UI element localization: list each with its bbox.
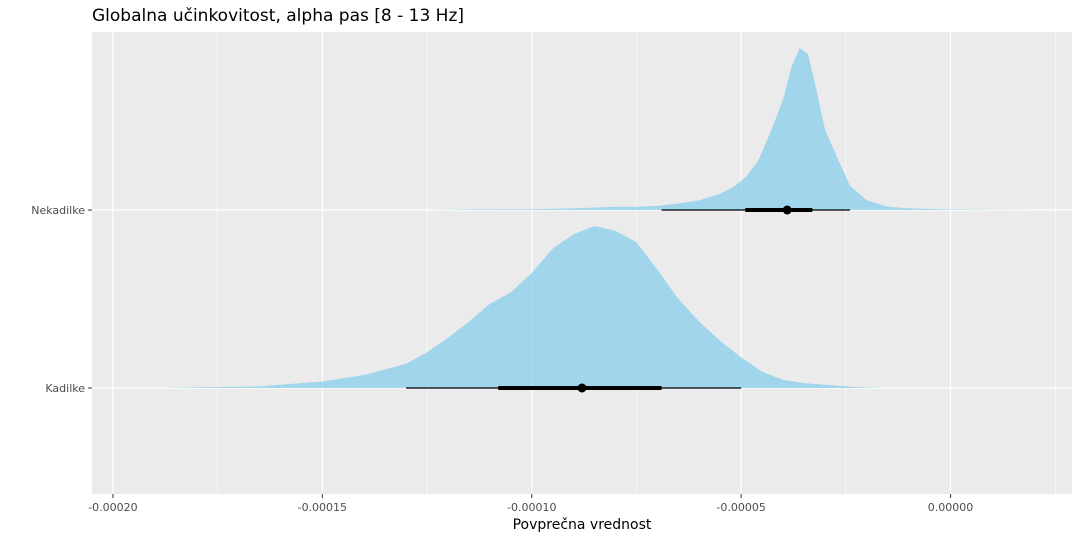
- median-point-nekadilke: [782, 205, 792, 215]
- y-tick-label: Kadilke: [45, 382, 85, 395]
- y-tick-label: Nekadilke: [31, 204, 85, 217]
- x-tick-label: 0.00000: [928, 501, 974, 514]
- median-point-kadilke: [577, 383, 587, 393]
- x-tick-label: -0.00015: [298, 501, 347, 514]
- x-axis-label: Povprečna vrednost: [513, 517, 652, 533]
- y-axis: Nekadilke Kadilke: [31, 204, 92, 395]
- chart-title: Globalna učinkovitost, alpha pas [8 - 13…: [92, 6, 464, 26]
- x-tick-label: -0.00010: [507, 501, 556, 514]
- interval-layer: [406, 205, 851, 393]
- x-tick-label: -0.00005: [716, 501, 765, 514]
- density-layer: [154, 48, 1035, 388]
- x-tick-label: -0.00020: [88, 501, 137, 514]
- density-kadilke: [154, 226, 888, 388]
- x-axis: -0.00020 -0.00015 -0.00010 -0.00005 0.00000: [88, 494, 973, 514]
